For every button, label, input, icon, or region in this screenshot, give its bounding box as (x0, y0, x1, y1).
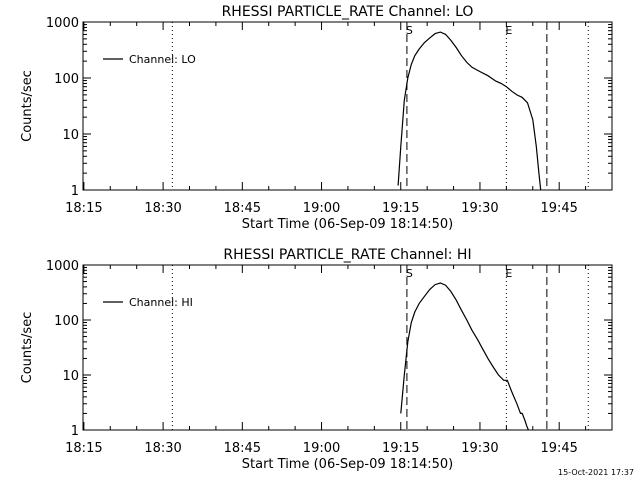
y-tick-label: 10 (62, 369, 79, 384)
marker-label: E (505, 24, 512, 37)
y-tick-label: 100 (54, 72, 79, 87)
x-tick-label: 19:45 (540, 441, 577, 456)
y-tick-label: 1 (71, 424, 79, 439)
x-tick-label: 18:15 (65, 201, 102, 216)
x-tick-label: 18:45 (224, 201, 261, 216)
chart-title: RHESSI PARTICLE_RATE Channel: LO (222, 4, 474, 20)
x-tick-label: 19:00 (303, 201, 340, 216)
plot-frame (82, 264, 613, 431)
x-tick-label: 19:45 (540, 201, 577, 216)
y-tick-label: 1000 (46, 259, 79, 274)
y-tick-label: 1000 (46, 16, 79, 31)
chart-title: RHESSI PARTICLE_RATE Channel: HI (223, 247, 471, 263)
x-tick-label: 18:30 (144, 441, 181, 456)
data-series-line (400, 282, 529, 431)
y-tick-label: 1 (71, 184, 79, 199)
x-axis-label: Start Time (06-Sep-09 18:14:50) (242, 217, 453, 232)
y-axis-label: Counts/sec (20, 70, 35, 142)
x-tick-label: 19:00 (303, 441, 340, 456)
x-tick-label: 19:15 (382, 201, 419, 216)
x-tick-label: 19:30 (461, 441, 498, 456)
x-tick-label: 18:30 (144, 201, 181, 216)
x-tick-label: 19:30 (461, 201, 498, 216)
marker-label: E (505, 267, 512, 280)
x-tick-label: 18:15 (65, 441, 102, 456)
marker-label: S (406, 267, 413, 280)
footer-date: 15-Oct-2021 17:37 (558, 468, 634, 477)
y-tick-label: 100 (54, 314, 79, 329)
plot-frame (82, 21, 613, 191)
data-series-line (397, 31, 542, 191)
x-axis-label: Start Time (06-Sep-09 18:14:50) (242, 457, 453, 472)
legend-label: Channel: HI (129, 296, 193, 309)
y-tick-label: 10 (62, 128, 79, 143)
marker-label: S (406, 24, 413, 37)
y-axis-label: Counts/sec (20, 312, 35, 384)
x-tick-label: 19:15 (382, 441, 419, 456)
legend-label: Channel: LO (129, 53, 196, 66)
x-tick-label: 18:45 (224, 441, 261, 456)
